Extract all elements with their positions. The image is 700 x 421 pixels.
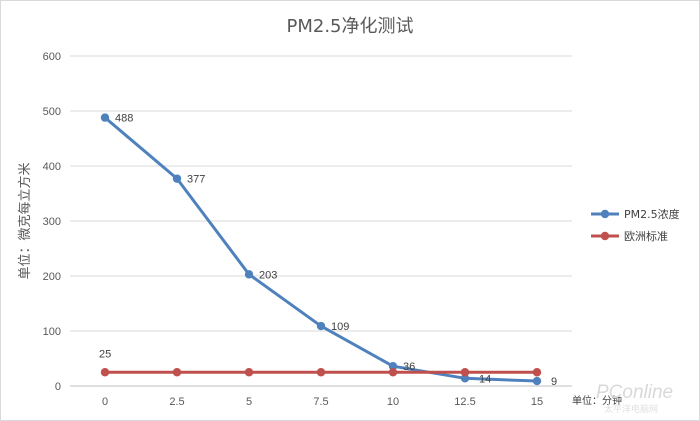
data-point bbox=[244, 270, 254, 279]
data-point bbox=[172, 174, 182, 183]
data-label: 9 bbox=[551, 376, 557, 388]
data-point bbox=[244, 368, 254, 377]
watermark-brand: PConline bbox=[596, 382, 673, 403]
data-point bbox=[316, 368, 326, 377]
data-label: 377 bbox=[187, 174, 205, 186]
x-tick-label: 7.5 bbox=[313, 396, 328, 408]
watermark-sub: 太平洋电脑网 bbox=[604, 403, 658, 415]
data-point bbox=[460, 374, 470, 383]
y-axis-label: 单位：微克每立方米 bbox=[17, 162, 33, 279]
legend-swatch-marker bbox=[600, 231, 610, 241]
x-tick-label: 5 bbox=[246, 396, 252, 408]
y-axis-ticks: 0 100 200 300 400 500 600 bbox=[43, 51, 61, 393]
data-point bbox=[316, 321, 326, 331]
data-label: 14 bbox=[479, 373, 491, 385]
data-label: 25 bbox=[99, 348, 111, 360]
legend-label: PM2.5浓度 bbox=[624, 207, 680, 221]
chart-title: PM2.5净化测试 bbox=[286, 16, 413, 37]
data-point bbox=[100, 368, 110, 377]
x-tick-label: 10 bbox=[387, 396, 399, 408]
y-tick-label: 300 bbox=[43, 216, 61, 228]
legend-label: 欧洲标准 bbox=[624, 229, 668, 243]
x-tick-label: 2.5 bbox=[169, 396, 184, 408]
data-point bbox=[532, 376, 542, 386]
y-tick-label: 100 bbox=[43, 326, 61, 338]
x-tick-label: 15 bbox=[531, 396, 543, 408]
gridlines bbox=[70, 55, 572, 332]
data-labels: 488 377 203 109 36 14 9 25 bbox=[99, 113, 557, 388]
data-point bbox=[388, 362, 398, 371]
x-axis-ticks: 0 2.5 5 7.5 10 12.5 15 bbox=[102, 396, 543, 408]
x-tick-label: 0 bbox=[102, 396, 108, 408]
legend-swatch-marker bbox=[600, 209, 610, 219]
data-label: 203 bbox=[259, 269, 277, 281]
y-tick-label: 200 bbox=[43, 271, 61, 283]
y-tick-label: 600 bbox=[43, 51, 61, 63]
y-tick-label: 500 bbox=[43, 106, 61, 118]
data-label: 488 bbox=[115, 113, 133, 125]
data-point bbox=[460, 368, 470, 377]
x-tick-label: 12.5 bbox=[454, 396, 475, 408]
y-tick-label: 400 bbox=[43, 161, 61, 173]
data-point bbox=[100, 113, 110, 122]
x-unit-label: 单位：分钟 bbox=[572, 394, 622, 407]
y-tick-label: 0 bbox=[55, 381, 61, 393]
data-label: 109 bbox=[331, 321, 349, 333]
data-point bbox=[532, 368, 542, 377]
series-group bbox=[100, 113, 542, 386]
data-point bbox=[172, 368, 182, 377]
data-point bbox=[388, 368, 398, 377]
data-label: 36 bbox=[403, 361, 415, 373]
series-line bbox=[104, 116, 538, 383]
